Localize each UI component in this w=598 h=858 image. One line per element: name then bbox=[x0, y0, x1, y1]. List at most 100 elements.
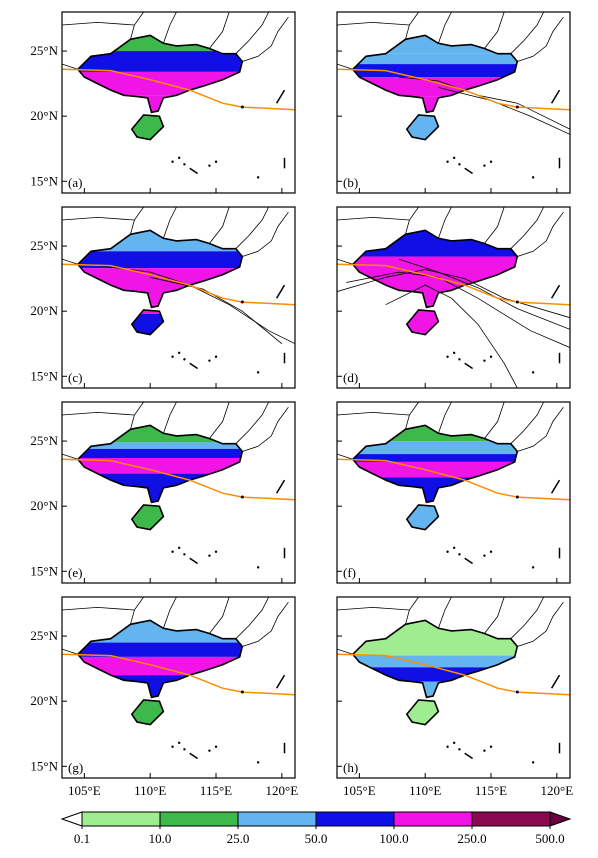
border bbox=[337, 606, 410, 611]
island bbox=[208, 164, 211, 167]
island bbox=[189, 167, 199, 175]
panel-label: (b) bbox=[343, 175, 358, 190]
y-tick-label: 15°N bbox=[30, 173, 58, 188]
map-panel: (c) 15°N 20°N 25°N bbox=[30, 206, 296, 389]
map-panel: (b) bbox=[336, 11, 571, 194]
island bbox=[171, 160, 174, 163]
rain-band bbox=[352, 96, 518, 114]
coastline bbox=[76, 424, 244, 504]
colorbar-label: 50.0 bbox=[305, 831, 328, 846]
island bbox=[177, 741, 181, 745]
border bbox=[484, 207, 505, 244]
y-tick-label: 25°N bbox=[30, 238, 58, 253]
coastline bbox=[351, 229, 519, 309]
rain-band bbox=[352, 113, 518, 140]
border bbox=[484, 402, 505, 439]
colorbar-label: 250.0 bbox=[457, 831, 486, 846]
border bbox=[438, 207, 452, 239]
coastline bbox=[76, 34, 244, 114]
colorbar-label: 10.0 bbox=[149, 831, 172, 846]
island bbox=[452, 156, 456, 160]
island bbox=[256, 176, 260, 179]
border bbox=[337, 216, 410, 221]
panel-label: (d) bbox=[343, 370, 358, 385]
overlay bbox=[62, 12, 295, 179]
other-track bbox=[385, 284, 518, 388]
island bbox=[483, 164, 486, 167]
rain-band bbox=[77, 304, 243, 314]
border bbox=[405, 12, 419, 40]
border bbox=[337, 63, 353, 70]
island bbox=[256, 761, 260, 764]
coastline bbox=[130, 699, 165, 726]
map-panel: (a) 15°N 20°N 25°N bbox=[30, 11, 296, 194]
other-track bbox=[150, 276, 283, 345]
island bbox=[183, 748, 186, 751]
island bbox=[446, 550, 449, 553]
island bbox=[458, 553, 461, 556]
island bbox=[183, 553, 186, 556]
island bbox=[458, 748, 461, 751]
panel-frame bbox=[336, 401, 571, 584]
island bbox=[214, 745, 218, 748]
rain-field bbox=[77, 620, 243, 725]
island bbox=[531, 176, 535, 179]
island bbox=[275, 89, 286, 104]
island bbox=[171, 355, 174, 358]
border bbox=[337, 21, 410, 26]
rain-band bbox=[77, 620, 243, 643]
rain-band bbox=[352, 461, 518, 478]
x-tick-label: 110°E bbox=[409, 783, 441, 798]
panel-frame bbox=[61, 596, 296, 779]
rain-band bbox=[352, 620, 518, 656]
rain-band bbox=[77, 642, 243, 657]
island bbox=[189, 752, 199, 760]
island bbox=[177, 546, 181, 550]
island bbox=[446, 160, 449, 163]
island bbox=[531, 761, 535, 764]
rain-field bbox=[352, 620, 518, 725]
panel-label: (e) bbox=[68, 565, 82, 580]
coastline bbox=[405, 114, 440, 141]
rain-band bbox=[77, 502, 243, 530]
rain-band bbox=[352, 35, 518, 54]
island bbox=[483, 554, 486, 557]
island bbox=[458, 358, 461, 361]
coastline bbox=[130, 504, 165, 531]
map-panel: (d) bbox=[336, 206, 571, 389]
border bbox=[517, 16, 564, 62]
coastline bbox=[405, 504, 440, 531]
border bbox=[517, 211, 564, 257]
island bbox=[189, 557, 199, 565]
x-tick-label: 110°E bbox=[134, 783, 166, 798]
y-tick-label: 25°N bbox=[30, 433, 58, 448]
border bbox=[62, 648, 78, 655]
border bbox=[62, 21, 135, 26]
y-tick-label: 15°N bbox=[30, 563, 58, 578]
coastline bbox=[351, 34, 519, 114]
island bbox=[208, 359, 211, 362]
border bbox=[62, 411, 135, 416]
coastline bbox=[76, 619, 244, 699]
island bbox=[550, 479, 561, 494]
colorbar-box bbox=[237, 811, 317, 827]
rain-band bbox=[352, 655, 518, 668]
rain-band bbox=[352, 53, 518, 65]
y-tick-label: 20°N bbox=[30, 303, 58, 318]
overlay bbox=[337, 12, 570, 179]
coastline bbox=[405, 309, 440, 336]
x-tick-label: 105°E bbox=[68, 783, 101, 798]
station-dot bbox=[515, 105, 519, 109]
rain-field bbox=[352, 35, 518, 140]
island bbox=[464, 167, 474, 175]
y-tick-label: 20°N bbox=[30, 108, 58, 123]
map-panel: (h) 105°E 110°E 115°E 120°E bbox=[336, 596, 573, 798]
island bbox=[452, 741, 456, 745]
border bbox=[130, 402, 144, 430]
island bbox=[446, 355, 449, 358]
rain-band bbox=[77, 442, 243, 449]
other-track bbox=[97, 265, 295, 345]
island bbox=[208, 749, 211, 752]
coastline bbox=[405, 699, 440, 726]
